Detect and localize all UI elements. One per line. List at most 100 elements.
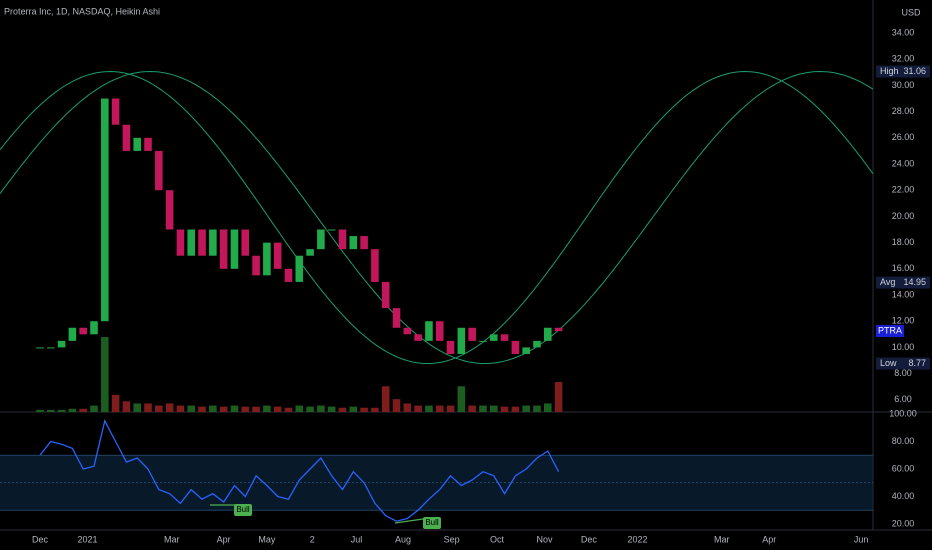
volume-bar	[187, 405, 196, 412]
candle	[209, 229, 217, 256]
volume-bar	[230, 405, 239, 412]
y-tick-label: 26.00	[892, 132, 915, 142]
volume-bar	[68, 408, 77, 412]
y-tick-label: 32.00	[892, 54, 915, 64]
x-tick-label: Aug	[395, 534, 411, 544]
volume-bar	[144, 403, 152, 412]
x-tick-label: 2022	[627, 534, 647, 544]
candle	[435, 321, 444, 341]
volume-bar	[533, 405, 541, 412]
volume-bar	[392, 399, 401, 412]
candle	[554, 327, 563, 332]
x-tick-label: Mar	[164, 534, 180, 544]
candle	[133, 137, 141, 151]
x-tick-label: Jul	[351, 534, 363, 544]
y2-tick-label: 60.00	[892, 463, 915, 473]
volume-bar	[554, 382, 563, 412]
y2-tick-label: 20.00	[892, 518, 915, 528]
x-tick-label: 2021	[78, 534, 98, 544]
symbol-tag	[876, 325, 904, 338]
low-label: Low	[880, 358, 897, 368]
candle	[457, 327, 466, 354]
x-tick-label: Mar	[714, 534, 730, 544]
volume-bar	[122, 401, 131, 412]
candle	[511, 340, 520, 354]
candle	[371, 249, 379, 282]
volume-bar	[500, 406, 509, 412]
candle	[533, 340, 541, 348]
volume-bar	[79, 408, 87, 412]
volume-bar	[176, 405, 185, 412]
volume-bar	[425, 405, 433, 412]
bull-label: Bull	[236, 505, 250, 514]
x-tick-label: Oct	[490, 534, 505, 544]
candle	[306, 249, 314, 256]
volume-bar	[349, 406, 358, 412]
x-tick-label: Sep	[444, 534, 460, 544]
volume-bar	[90, 405, 98, 412]
candle	[187, 229, 196, 256]
candle	[79, 327, 87, 335]
volume-bar	[544, 403, 552, 412]
high-label: High	[880, 66, 899, 76]
volume-bar	[165, 403, 174, 412]
volume-bar	[403, 403, 412, 412]
volume-bar	[489, 405, 498, 412]
candle	[479, 340, 487, 342]
x-tick-label: Nov	[537, 534, 554, 544]
y-tick-label: 30.00	[892, 80, 915, 90]
candle	[68, 327, 77, 341]
candle	[392, 308, 401, 328]
volume-bar	[209, 405, 217, 412]
y-tick-label: 8.00	[894, 368, 912, 378]
candle	[90, 321, 98, 335]
candle	[295, 255, 304, 282]
candle	[144, 137, 152, 151]
low-value: 8.77	[908, 358, 926, 368]
candle	[317, 229, 325, 250]
volume-bar	[435, 405, 444, 412]
sine-curve	[0, 70, 874, 364]
candle	[165, 190, 174, 230]
candle	[155, 150, 163, 191]
candle	[500, 334, 509, 341]
y-tick-label: 14.00	[892, 289, 915, 299]
candle	[414, 334, 422, 341]
candle	[327, 229, 336, 231]
x-tick-label: Dec	[581, 534, 598, 544]
y-tick-label: 10.00	[892, 342, 915, 352]
candle	[241, 229, 250, 256]
avg-value: 14.95	[903, 277, 926, 287]
volume-bar	[284, 407, 293, 412]
candle	[522, 347, 530, 354]
candle	[446, 340, 455, 354]
chart-title: Proterra Inc, 1D, NASDAQ, Heikin Ashi	[4, 6, 160, 16]
candle	[57, 340, 66, 348]
volume-bar	[295, 405, 304, 412]
volume-bar	[414, 405, 422, 412]
volume-bar	[371, 407, 379, 412]
candle	[360, 236, 368, 250]
volume-bar	[111, 394, 120, 412]
x-tick-label: Jun	[854, 534, 869, 544]
bull-tag	[234, 504, 252, 516]
avg-label: Avg	[880, 277, 895, 287]
volume-bar	[46, 409, 55, 412]
bull-label: Bull	[425, 518, 439, 527]
candle	[349, 236, 358, 250]
currency: USD	[901, 7, 921, 17]
x-tick-label: Dec	[32, 534, 49, 544]
low-tag	[876, 357, 930, 370]
candle	[252, 255, 260, 276]
volume-bar	[446, 405, 455, 412]
candle	[230, 229, 239, 269]
y2-tick-label: 80.00	[892, 436, 915, 446]
candle	[284, 268, 293, 282]
y-tick-label: 16.00	[892, 263, 915, 273]
volume-bar	[273, 406, 282, 412]
candle	[338, 229, 347, 250]
volume-bar	[317, 405, 325, 412]
x-tick-label: 2	[310, 534, 315, 544]
candle	[111, 98, 120, 125]
candle	[176, 229, 185, 256]
